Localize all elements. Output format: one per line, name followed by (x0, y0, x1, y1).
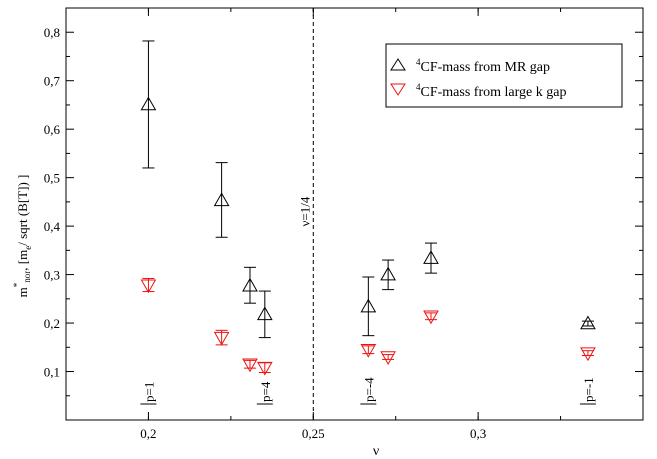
y-tick-label: 0,8 (44, 25, 60, 40)
y-tick-label: 0,3 (44, 268, 60, 283)
y-tick-label: 0,2 (44, 316, 60, 331)
data-point (360, 298, 377, 313)
data-point (140, 279, 157, 294)
y-label-star: * (12, 282, 22, 287)
y-axis-label: m*nor, [me/ sqrt (B[T]) ] (12, 175, 33, 298)
data-point (213, 192, 230, 207)
data-point (423, 310, 439, 325)
y-label-rest1: , [m (15, 250, 30, 271)
y-label-m: m (15, 287, 30, 297)
y-label-rest2: / sqrt (B[T]) ] (15, 175, 30, 246)
annotation-label: p=-4 (361, 377, 376, 402)
data-point (423, 250, 439, 264)
y-tick-label: 0,7 (44, 74, 61, 89)
reference-line-label: ν=1/4 (297, 196, 312, 226)
data-point (213, 331, 230, 346)
y-tick-label: 0,4 (44, 219, 61, 234)
legend-label-mr-gap: 4CF-mass from MR gap (416, 57, 550, 75)
annotation-label: p=-1 (581, 377, 596, 402)
data-point (580, 315, 596, 330)
data-point (242, 277, 258, 292)
data-point (140, 96, 157, 111)
legend-entry-mr-gap: 4CF-mass from MR gap (390, 57, 550, 75)
x-tick-label: 0,25 (302, 426, 325, 441)
y-label-e: e (23, 246, 33, 250)
y-label-nor: nor (22, 271, 32, 283)
data-point (380, 266, 396, 281)
legend-marker-triangle-up (390, 58, 406, 71)
plot-frame (65, 7, 644, 421)
data-point (256, 361, 273, 376)
annotation-label: p=1 (141, 382, 156, 402)
series-large-k-gap (140, 277, 596, 376)
x-axis-label: ν (373, 444, 379, 459)
data-point (360, 343, 377, 358)
data-point (380, 351, 396, 365)
y-tick-label: 0,6 (44, 122, 61, 137)
legend-sup-mr-gap: 4 (416, 57, 421, 67)
annotation-label: p=4 (258, 381, 273, 402)
y-tick-label: 0,1 (44, 365, 60, 380)
x-tick-label: 0,3 (470, 426, 486, 441)
legend-marker-triangle-down (390, 83, 406, 96)
legend-text-large-k-gap: CF-mass from large k gap (421, 85, 567, 100)
data-point (580, 347, 596, 362)
series-mr-gap (140, 40, 596, 339)
data-point (242, 358, 258, 373)
legend-text-mr-gap: CF-mass from MR gap (421, 60, 551, 75)
y-tick-label: 0,5 (44, 171, 60, 186)
x-tick-label: 0,2 (140, 426, 156, 441)
legend-box (385, 43, 623, 108)
legend-sup-large-k-gap: 4 (416, 82, 421, 92)
legend: 4CF-mass from MR gap 4CF-mass from large… (385, 43, 623, 108)
legend-label-large-k-gap: 4CF-mass from large k gap (416, 82, 566, 100)
legend-entry-large-k-gap: 4CF-mass from large k gap (390, 82, 566, 100)
data-point (256, 306, 273, 321)
